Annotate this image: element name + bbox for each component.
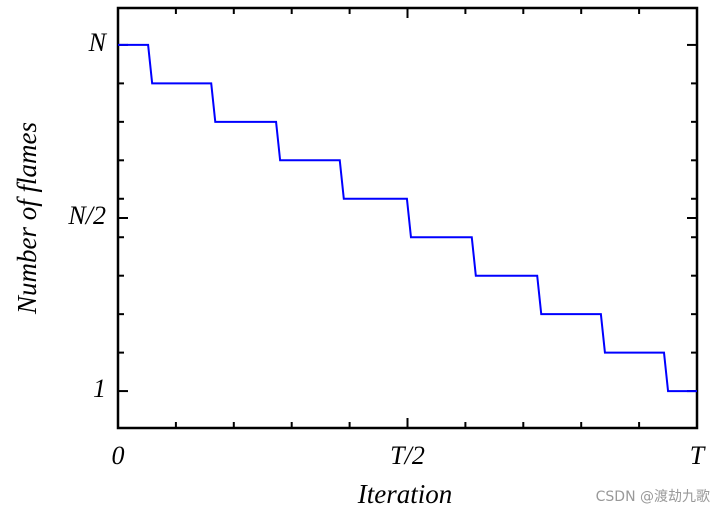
x-axis-label: Iteration <box>357 479 453 509</box>
y-axis-label: Number of flames <box>12 122 42 315</box>
y-tick-label: 1 <box>93 374 106 403</box>
watermark: CSDN @渡劫九歌 <box>596 489 710 505</box>
y-tick-label: N <box>88 28 108 57</box>
y-tick-label: N/2 <box>67 201 106 230</box>
step-line <box>118 43 697 393</box>
x-tick-label: T/2 <box>390 441 425 470</box>
plot-frame <box>116 6 699 430</box>
x-tick-label: 0 <box>112 441 125 470</box>
x-tick-label: T <box>690 441 706 470</box>
